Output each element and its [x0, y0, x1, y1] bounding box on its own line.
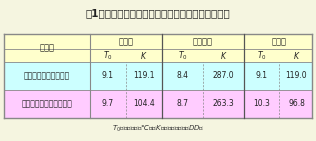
- Text: 幼虫期間: 幼虫期間: [193, 37, 213, 46]
- Text: $K$: $K$: [220, 50, 227, 61]
- Text: 卵期間: 卵期間: [118, 37, 133, 46]
- Text: 104.4: 104.4: [133, 100, 155, 109]
- Text: 9.7: 9.7: [102, 100, 114, 109]
- Text: $T_0$: $T_0$: [178, 49, 187, 62]
- Text: 96.8: 96.8: [288, 100, 305, 109]
- Text: 10.3: 10.3: [253, 100, 270, 109]
- Text: 9.1: 9.1: [256, 71, 268, 81]
- Text: 263.3: 263.3: [213, 100, 234, 109]
- Text: $T_0$: $T_0$: [257, 49, 266, 62]
- Text: 8.4: 8.4: [177, 71, 189, 81]
- Text: 蛹期間: 蛹期間: [271, 37, 287, 46]
- Bar: [4, 62, 312, 90]
- Text: $T_0$: $T_0$: [103, 49, 113, 62]
- Text: $K$: $K$: [140, 50, 148, 61]
- Text: 119.1: 119.1: [133, 71, 155, 81]
- Text: 表1　コカクモンハマキの発育零点と有効積算温度: 表1 コカクモンハマキの発育零点と有効積算温度: [86, 8, 230, 18]
- Text: チャノコカクモンハマキ: チャノコカクモンハマキ: [21, 100, 72, 109]
- Text: $T_0$：発育零点（℃）、$K$：有効積算温度（DD）: $T_0$：発育零点（℃）、$K$：有効積算温度（DD）: [112, 124, 204, 134]
- Bar: [4, 34, 312, 62]
- Text: ウスコカクモンハマキ: ウスコカクモンハマキ: [24, 71, 70, 81]
- Text: 119.0: 119.0: [286, 71, 307, 81]
- Text: 種　名: 種 名: [40, 44, 54, 52]
- Text: 287.0: 287.0: [213, 71, 234, 81]
- Text: 9.1: 9.1: [102, 71, 114, 81]
- Text: 8.7: 8.7: [177, 100, 189, 109]
- Text: $K$: $K$: [293, 50, 300, 61]
- Bar: [4, 90, 312, 118]
